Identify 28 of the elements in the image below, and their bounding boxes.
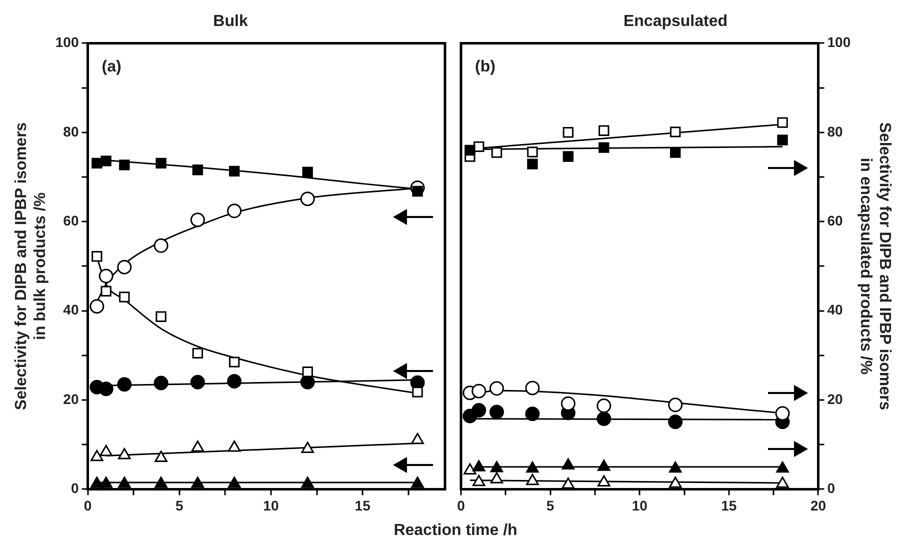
- annotation: (a): [102, 58, 122, 76]
- annotation: (b): [475, 58, 496, 76]
- y2-tick-label: 100: [827, 34, 851, 50]
- y2-axis-title: Selectivity for DIPB and IPBP isomers in encapsulated products /%: [856, 122, 893, 410]
- chart-title: Bulk: [213, 13, 248, 30]
- y2-tick-label: 20: [827, 390, 844, 407]
- y2-tick-label: 0: [827, 480, 836, 496]
- y-tick-label: 60: [63, 212, 79, 228]
- y2-tick-label: 80: [827, 123, 844, 140]
- x-tick-label: 0: [84, 497, 92, 514]
- y2-tick-label: 40: [827, 302, 844, 318]
- y2-tick-label: 60: [827, 212, 844, 228]
- x-tick-label: 5: [175, 497, 184, 514]
- y-tick-label: 40: [63, 302, 79, 318]
- x-axis-title: Reaction time /h: [392, 522, 518, 540]
- y-tick-label: 0: [70, 480, 79, 496]
- y-tick-label: 80: [63, 123, 79, 140]
- x-tick-label: 5: [546, 497, 554, 514]
- x-tick-label: 10: [632, 497, 648, 514]
- x-tick-label: 10: [263, 497, 279, 514]
- x-tick-label: 0: [457, 497, 466, 514]
- chart-title: Encapsulated: [623, 13, 728, 30]
- y-tick-label: 100: [55, 34, 79, 50]
- x-tick-label: 15: [721, 497, 737, 514]
- y-tick-label: 20: [63, 390, 79, 407]
- x-tick-label: 20: [810, 497, 826, 514]
- x-tick-label: 15: [354, 497, 371, 514]
- y-axis-title: Selectivity for DIPB and IPBP isomers in bulk products /%: [13, 122, 50, 410]
